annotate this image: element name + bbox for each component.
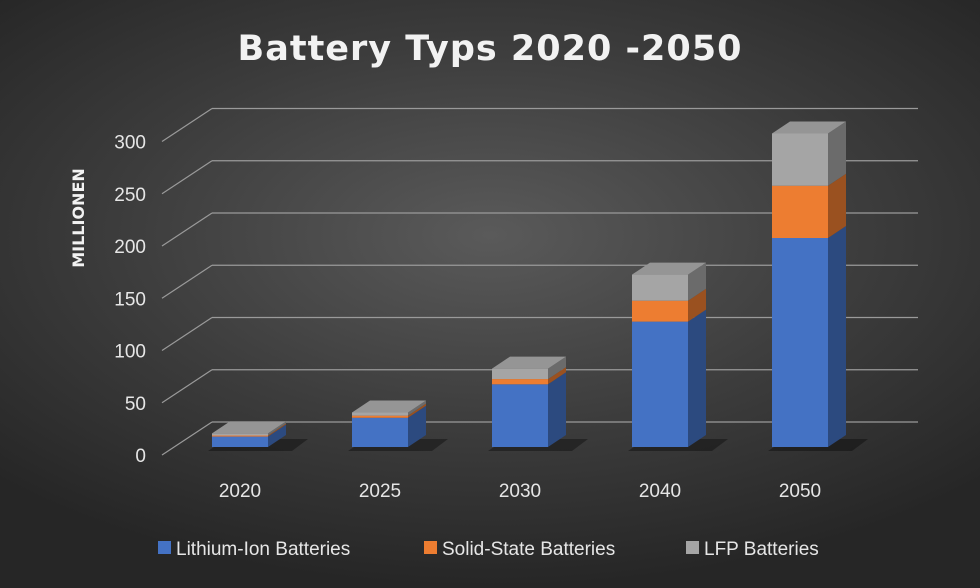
bar-segment: [632, 288, 706, 322]
y-tick-label: 300: [114, 133, 146, 154]
bar-segment: [772, 121, 846, 186]
x-tick-label: 2025: [359, 481, 401, 502]
gridline-depth: [161, 212, 213, 247]
legend-label: Lithium-Ion Batteries: [176, 539, 350, 560]
y-tick-label: 150: [114, 289, 146, 310]
bar-segment: [772, 173, 846, 238]
bar-front: [352, 415, 408, 418]
y-tick-label: 200: [114, 237, 146, 258]
legend-label: LFP Batteries: [704, 539, 819, 560]
bar-segment: [632, 262, 706, 301]
bar-segment: [492, 367, 566, 385]
bar-front: [772, 133, 828, 186]
bar-segment: [492, 356, 566, 380]
gridline-depth: [161, 264, 213, 299]
bar-side: [268, 424, 286, 447]
bar-front: [632, 321, 688, 447]
bar-side: [268, 423, 286, 437]
bar-top: [772, 121, 846, 134]
bar-side: [548, 367, 566, 385]
bar-side: [828, 173, 846, 238]
bar-side: [688, 309, 706, 447]
bar-top: [632, 262, 706, 275]
legend-item: LFP Batteries: [686, 539, 819, 560]
bar-segment: [632, 309, 706, 447]
bar-side: [828, 226, 846, 447]
bar-front: [632, 300, 688, 322]
bar-segment: [492, 372, 566, 447]
bar-front: [772, 185, 828, 238]
bar-top: [352, 400, 426, 413]
y-tick-label: 0: [135, 446, 146, 467]
legend-item: Solid-State Batteries: [424, 539, 615, 560]
bar-front: [212, 435, 268, 437]
bar-segment: [212, 423, 286, 437]
bar-side: [828, 121, 846, 186]
x-tick-label: 2040: [639, 481, 681, 502]
x-tick-label: 2030: [499, 481, 541, 502]
x-tick-label: 2050: [779, 481, 821, 502]
legend-item: Lithium-Ion Batteries: [158, 539, 350, 560]
bar-front: [632, 274, 688, 301]
bar-front: [492, 384, 548, 447]
y-tick-label: 50: [125, 394, 146, 415]
y-tick-label: 250: [114, 185, 146, 206]
gridline-depth: [161, 160, 213, 195]
y-tick-labels: 0 50 100 150 200 250 300: [114, 133, 146, 468]
bar-side: [548, 372, 566, 447]
bar-segment: [352, 403, 426, 418]
bar-segment: [352, 405, 426, 447]
gridline-depth: [161, 316, 213, 352]
bar-side: [548, 356, 566, 380]
y-axis-label: MILLIONEN: [69, 168, 88, 268]
legend-label: Solid-State Batteries: [442, 539, 615, 560]
bar-segment: [212, 424, 286, 447]
bars: [208, 121, 868, 451]
bar-side: [408, 405, 426, 447]
legend-swatch: [424, 541, 437, 554]
bar-side: [268, 421, 286, 436]
bar-side: [408, 400, 426, 416]
legend-swatch: [686, 541, 699, 554]
legend: Lithium-Ion Batteries Solid-State Batteri…: [158, 539, 819, 560]
x-tick-label: 2020: [219, 481, 261, 502]
x-tick-labels: 2020 2025 2030 2040 2050: [219, 481, 821, 502]
bar-segment: [352, 400, 426, 416]
bar-top: [492, 356, 566, 369]
chart-title: Battery Typs 2020 -2050: [238, 29, 743, 69]
bar-front: [352, 412, 408, 416]
gridline-depth: [161, 107, 213, 143]
bar-front: [212, 436, 268, 447]
legend-swatch: [158, 541, 171, 554]
bar-segment: [772, 226, 846, 447]
bar-segment: [212, 421, 286, 436]
bar-front: [352, 417, 408, 447]
bar-front: [492, 368, 548, 380]
bar-top: [212, 421, 286, 434]
gridline-depth: [161, 421, 213, 456]
gridline-depth: [161, 369, 213, 404]
bar-front: [492, 379, 548, 385]
bar-side: [408, 403, 426, 418]
bar-front: [772, 238, 828, 447]
bar-front: [212, 433, 268, 436]
y-tick-label: 100: [114, 342, 146, 363]
bar-side: [688, 288, 706, 322]
bar-side: [688, 262, 706, 301]
